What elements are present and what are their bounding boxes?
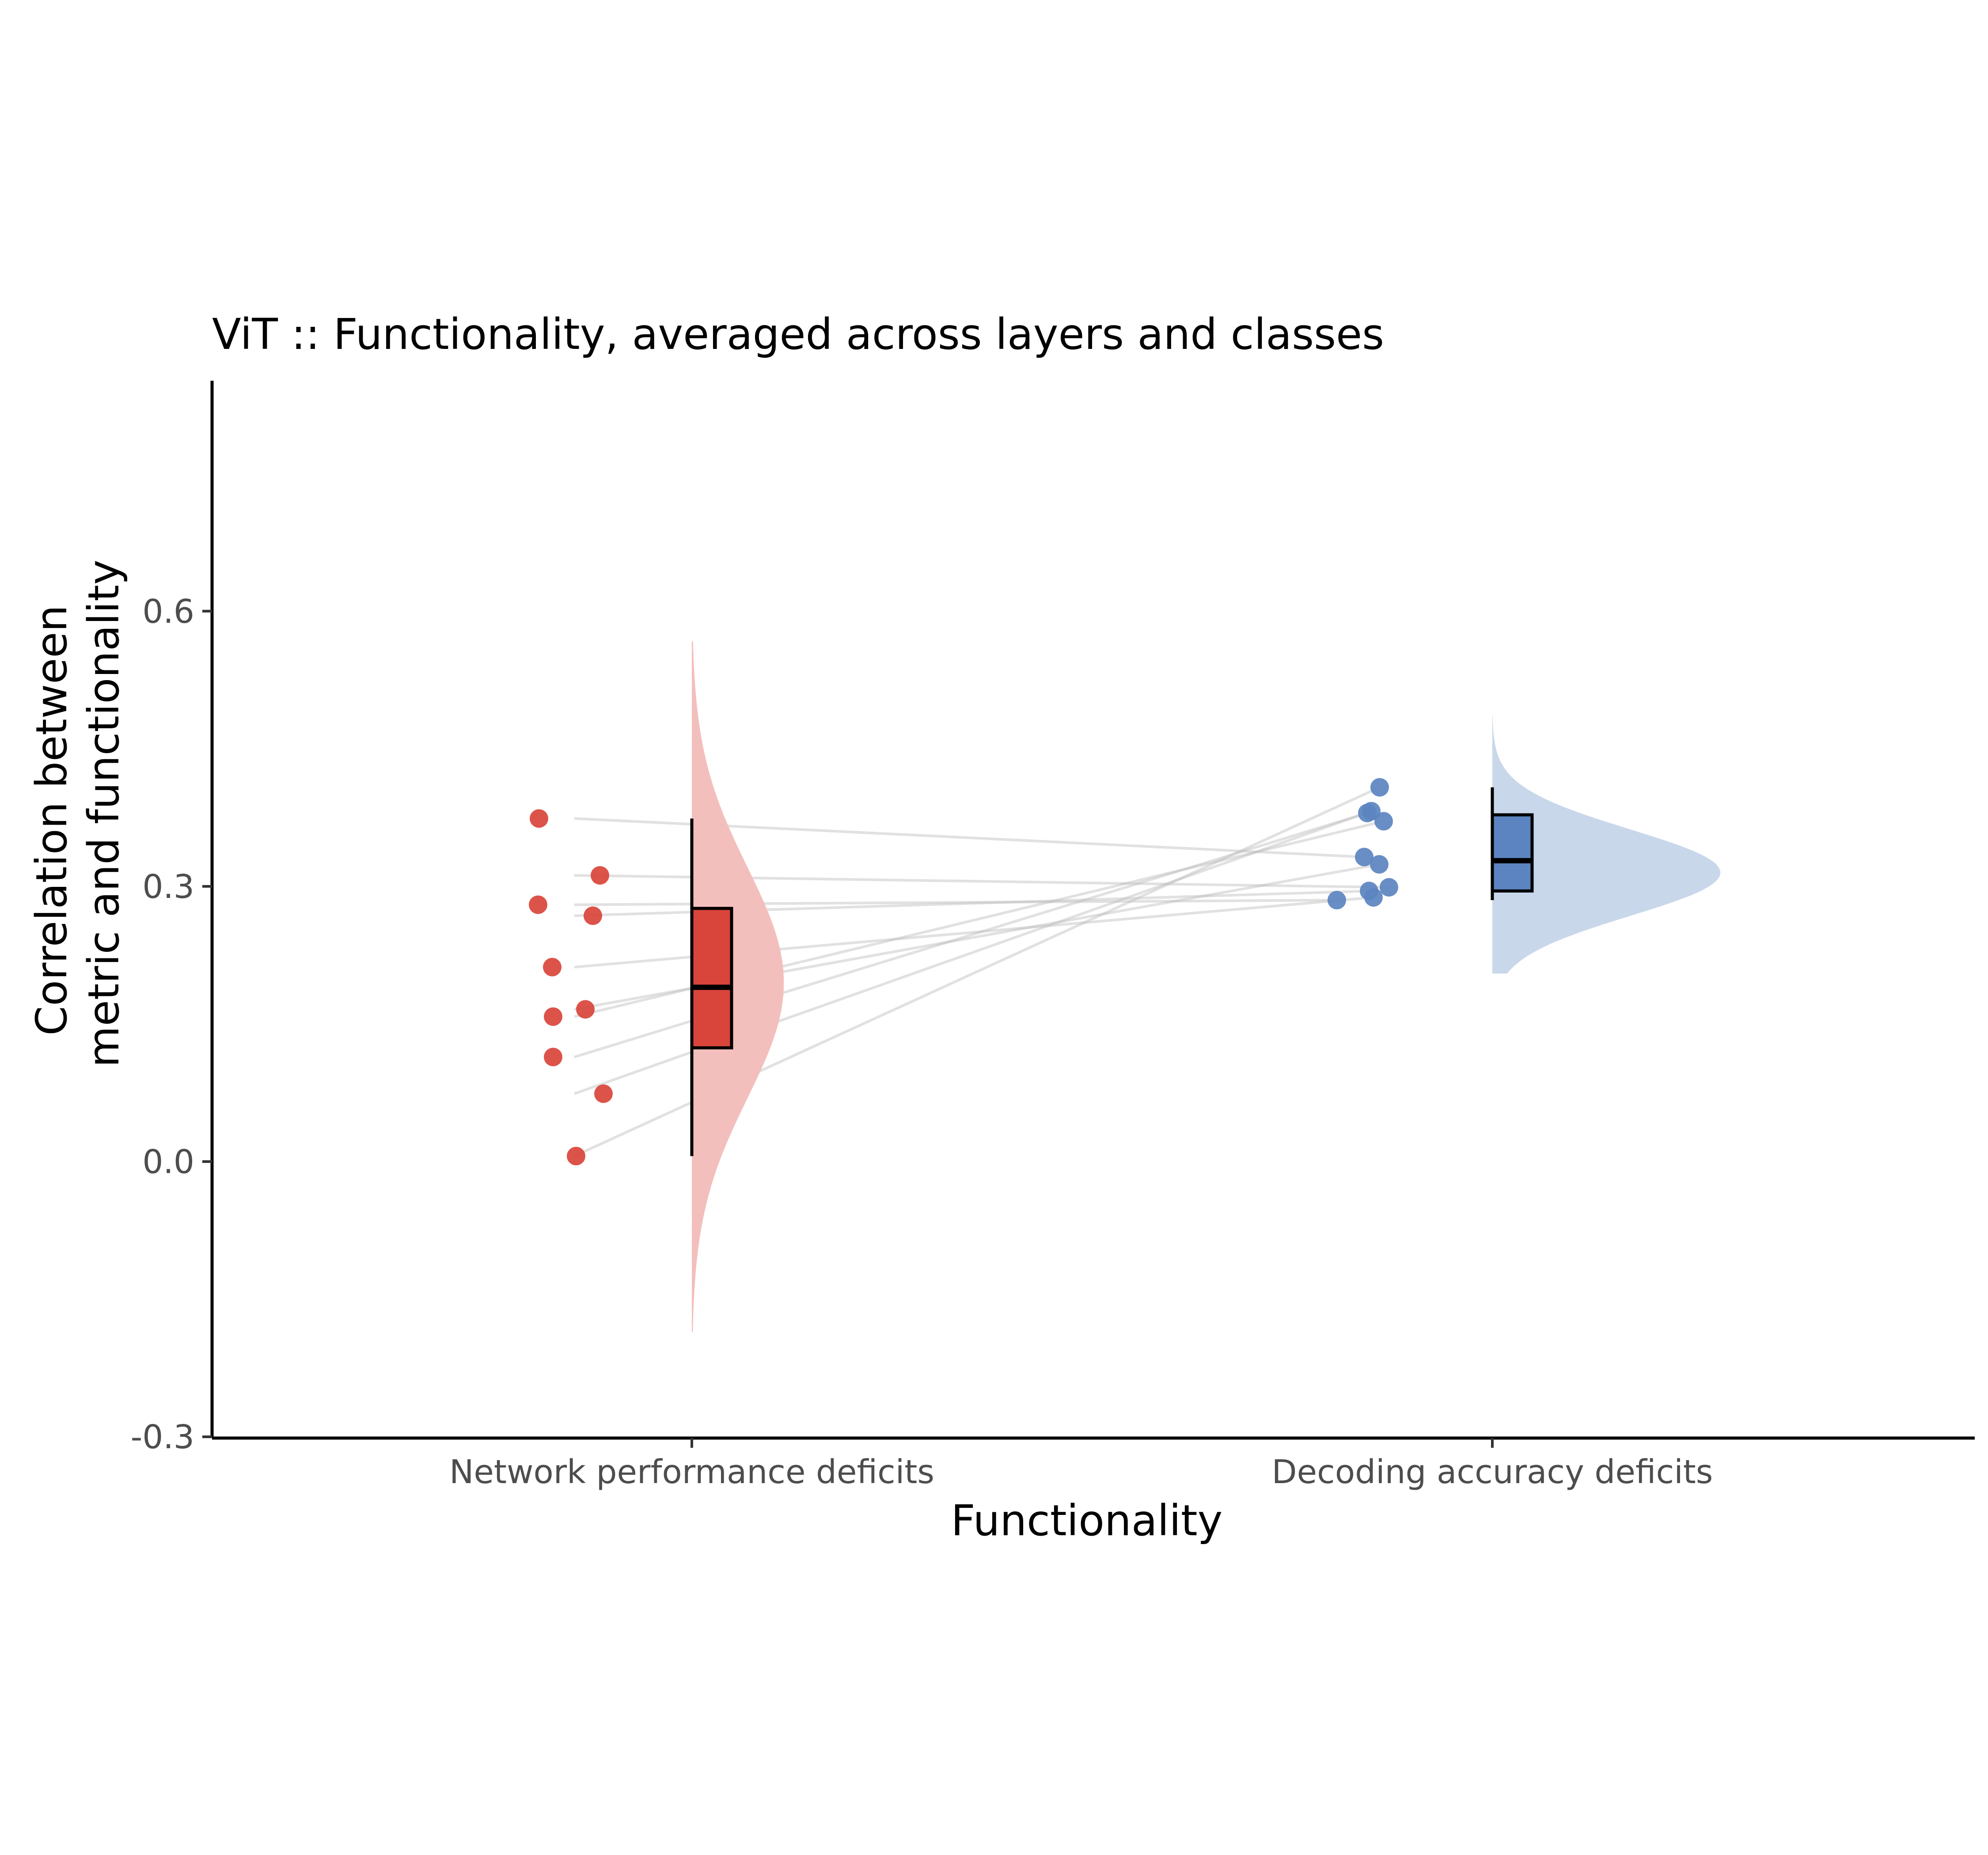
- data-point: [584, 906, 602, 925]
- x-tick-label: Network performance deficits: [449, 1453, 934, 1491]
- data-point: [529, 895, 547, 914]
- data-point: [567, 1147, 585, 1166]
- box-plots: [690, 787, 1534, 1156]
- y-tick-label: -0.3: [131, 1418, 194, 1456]
- data-point: [1364, 888, 1383, 907]
- data-point: [1374, 812, 1393, 831]
- x-tick-label: Decoding accuracy deficits: [1272, 1453, 1713, 1491]
- data-point: [1380, 878, 1398, 897]
- box-body: [1491, 813, 1534, 893]
- y-axis-ticks: -0.3 0.0 0.3 0.6: [131, 593, 212, 1456]
- data-point: [1370, 778, 1389, 797]
- y-axis-title-line-2: metric and functionality: [79, 560, 129, 1068]
- data-points: [529, 778, 1398, 1166]
- data-point: [530, 809, 548, 828]
- y-tick-label: 0.3: [142, 868, 194, 906]
- y-tick-label: 0.6: [142, 593, 194, 631]
- data-point: [543, 958, 561, 977]
- axes: [210, 381, 1975, 1440]
- data-point: [594, 1084, 613, 1103]
- density-cloud: [692, 641, 784, 1333]
- data-point: [544, 1048, 562, 1067]
- data-point: [544, 1007, 562, 1026]
- data-point: [591, 866, 609, 885]
- data-point: [1328, 891, 1346, 910]
- data-point: [576, 1000, 595, 1019]
- density-clouds: [692, 641, 1721, 1333]
- x-axis-ticks: Network performance deficits Decoding acc…: [449, 1438, 1713, 1491]
- box-body: [690, 907, 733, 1049]
- y-tick-label: 0.0: [142, 1143, 194, 1181]
- x-axis-title: Functionality: [951, 1496, 1223, 1545]
- data-point: [1355, 848, 1373, 867]
- chart-title: ViT :: Functionality, averaged across la…: [212, 310, 1384, 359]
- data-point: [1358, 803, 1377, 822]
- data-point: [1370, 855, 1389, 874]
- y-axis-title: Correlation between metric and functiona…: [27, 560, 129, 1068]
- density-cloud: [1492, 715, 1721, 974]
- y-axis-title-line-1: Correlation between: [27, 605, 76, 1036]
